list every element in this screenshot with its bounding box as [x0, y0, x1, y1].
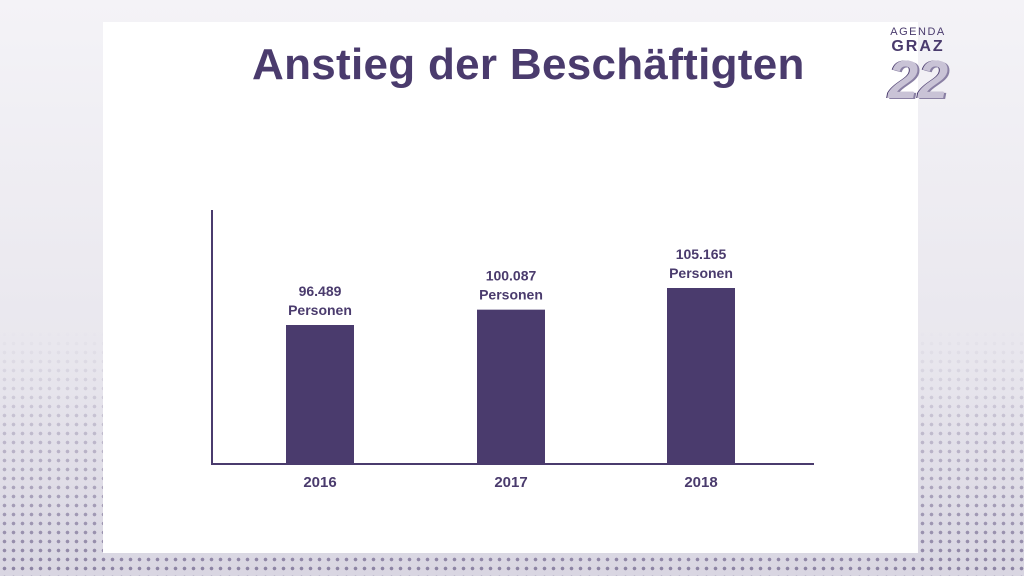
logo-number: 22: [887, 50, 949, 110]
agenda-graz-logo: AGENDA GRAZ 22: [878, 26, 958, 110]
bar-2018: [667, 288, 735, 463]
bar-2016: [286, 325, 354, 463]
bar-2017: [477, 309, 545, 463]
data-label-unit-2018: Personen: [669, 265, 733, 281]
data-label-unit-2016: Personen: [288, 302, 352, 318]
data-label-value-2018: 105.165: [676, 246, 727, 262]
logo-graz-text: GRAZ: [891, 38, 945, 55]
data-label-unit-2017: Personen: [479, 287, 543, 303]
x-tick-label-2018: 2018: [684, 474, 717, 491]
x-tick-label-2017: 2017: [494, 474, 527, 491]
chart-title: Anstieg der Beschäftigten: [252, 40, 805, 89]
x-tick-label-2016: 2016: [303, 474, 336, 491]
logo-agenda-text: AGENDA: [890, 26, 946, 38]
data-label-value-2017: 100.087: [486, 268, 537, 284]
bars-group: 96.489 Personen 2016 100.087 Personen 2017 105…: [286, 246, 735, 491]
data-label-value-2016: 96.489: [299, 283, 342, 299]
